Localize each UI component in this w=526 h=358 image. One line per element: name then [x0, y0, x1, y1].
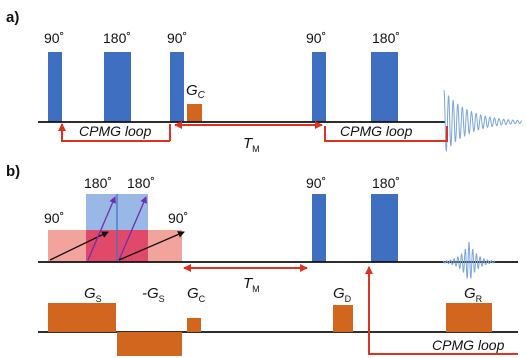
pulse-label-90-b3: 90˚	[306, 175, 326, 191]
pulse-label-90-b-right: 90˚	[168, 210, 188, 226]
cpmg-loop-b-label: CPMG loop	[432, 337, 505, 353]
pulse-90-b	[312, 194, 326, 262]
pulse-90-a3	[312, 52, 326, 122]
cpmg-loop-left-label: CPMG loop	[79, 123, 152, 139]
cpmg-loop-right-label: CPMG loop	[340, 123, 413, 139]
gradient-gr	[446, 303, 492, 332]
pulse-label-180-a2: 180˚	[372, 30, 400, 46]
panel-b: b) 180˚ 180˚ 90˚ 90˚ 90˚ 180˚ TM G	[6, 163, 518, 356]
cpmg-loop-right-arrow	[324, 126, 448, 142]
panel-b-label: b)	[6, 163, 20, 180]
pulse-label-180-b2: 180˚	[127, 175, 155, 191]
cpmg-loop-b-arrow	[365, 266, 518, 355]
pulse-label-90-a3: 90˚	[306, 30, 326, 46]
pulse-label-90-b-left: 90˚	[44, 210, 64, 226]
gradient-gc-b-label: GC	[187, 285, 206, 304]
pulse-label-90-a1: 90˚	[44, 30, 64, 46]
gradient-gs-label: GS	[84, 285, 102, 304]
gradient-neg-gs-label: -GS	[142, 285, 165, 304]
magnetization-arrow-4	[118, 231, 185, 261]
pulse-180-b	[371, 194, 398, 262]
gradient-gs	[48, 303, 116, 332]
tm-label-a: TM	[243, 135, 260, 154]
gradient-gr-label: GR	[464, 285, 483, 304]
pulse-label-180-b1: 180˚	[84, 175, 112, 191]
pulse-180-a1	[104, 52, 131, 122]
gradient-gd	[333, 305, 353, 332]
gradient-gc-b	[187, 318, 201, 332]
pulse-90-a2	[170, 52, 184, 122]
fid-signal	[443, 89, 523, 153]
gradient-gc-a-label: GC	[186, 82, 206, 101]
pulse-label-180-b3: 180˚	[372, 175, 400, 191]
magnetization-arrow-3	[118, 196, 147, 261]
tm-label-b: TM	[243, 275, 260, 294]
panel-a-label: a)	[6, 9, 19, 26]
pulse-label-180-a1: 180˚	[103, 30, 131, 46]
echo-signal	[442, 241, 496, 280]
gradient-gc-a	[187, 104, 202, 122]
magnetization-arrow-2	[87, 196, 116, 261]
gradient-neg-gs	[117, 332, 182, 356]
pulse-label-90-a2: 90˚	[167, 30, 187, 46]
cpmg-loop-left-arrow	[58, 123, 170, 142]
pulse-180-a2	[371, 52, 398, 122]
gradient-gd-label: GD	[333, 285, 352, 304]
pulse-90-a1	[48, 52, 62, 122]
panel-a: a) 90˚ 180˚ 90˚ 90˚ 180˚ GC CPMG loop TM…	[6, 9, 523, 154]
